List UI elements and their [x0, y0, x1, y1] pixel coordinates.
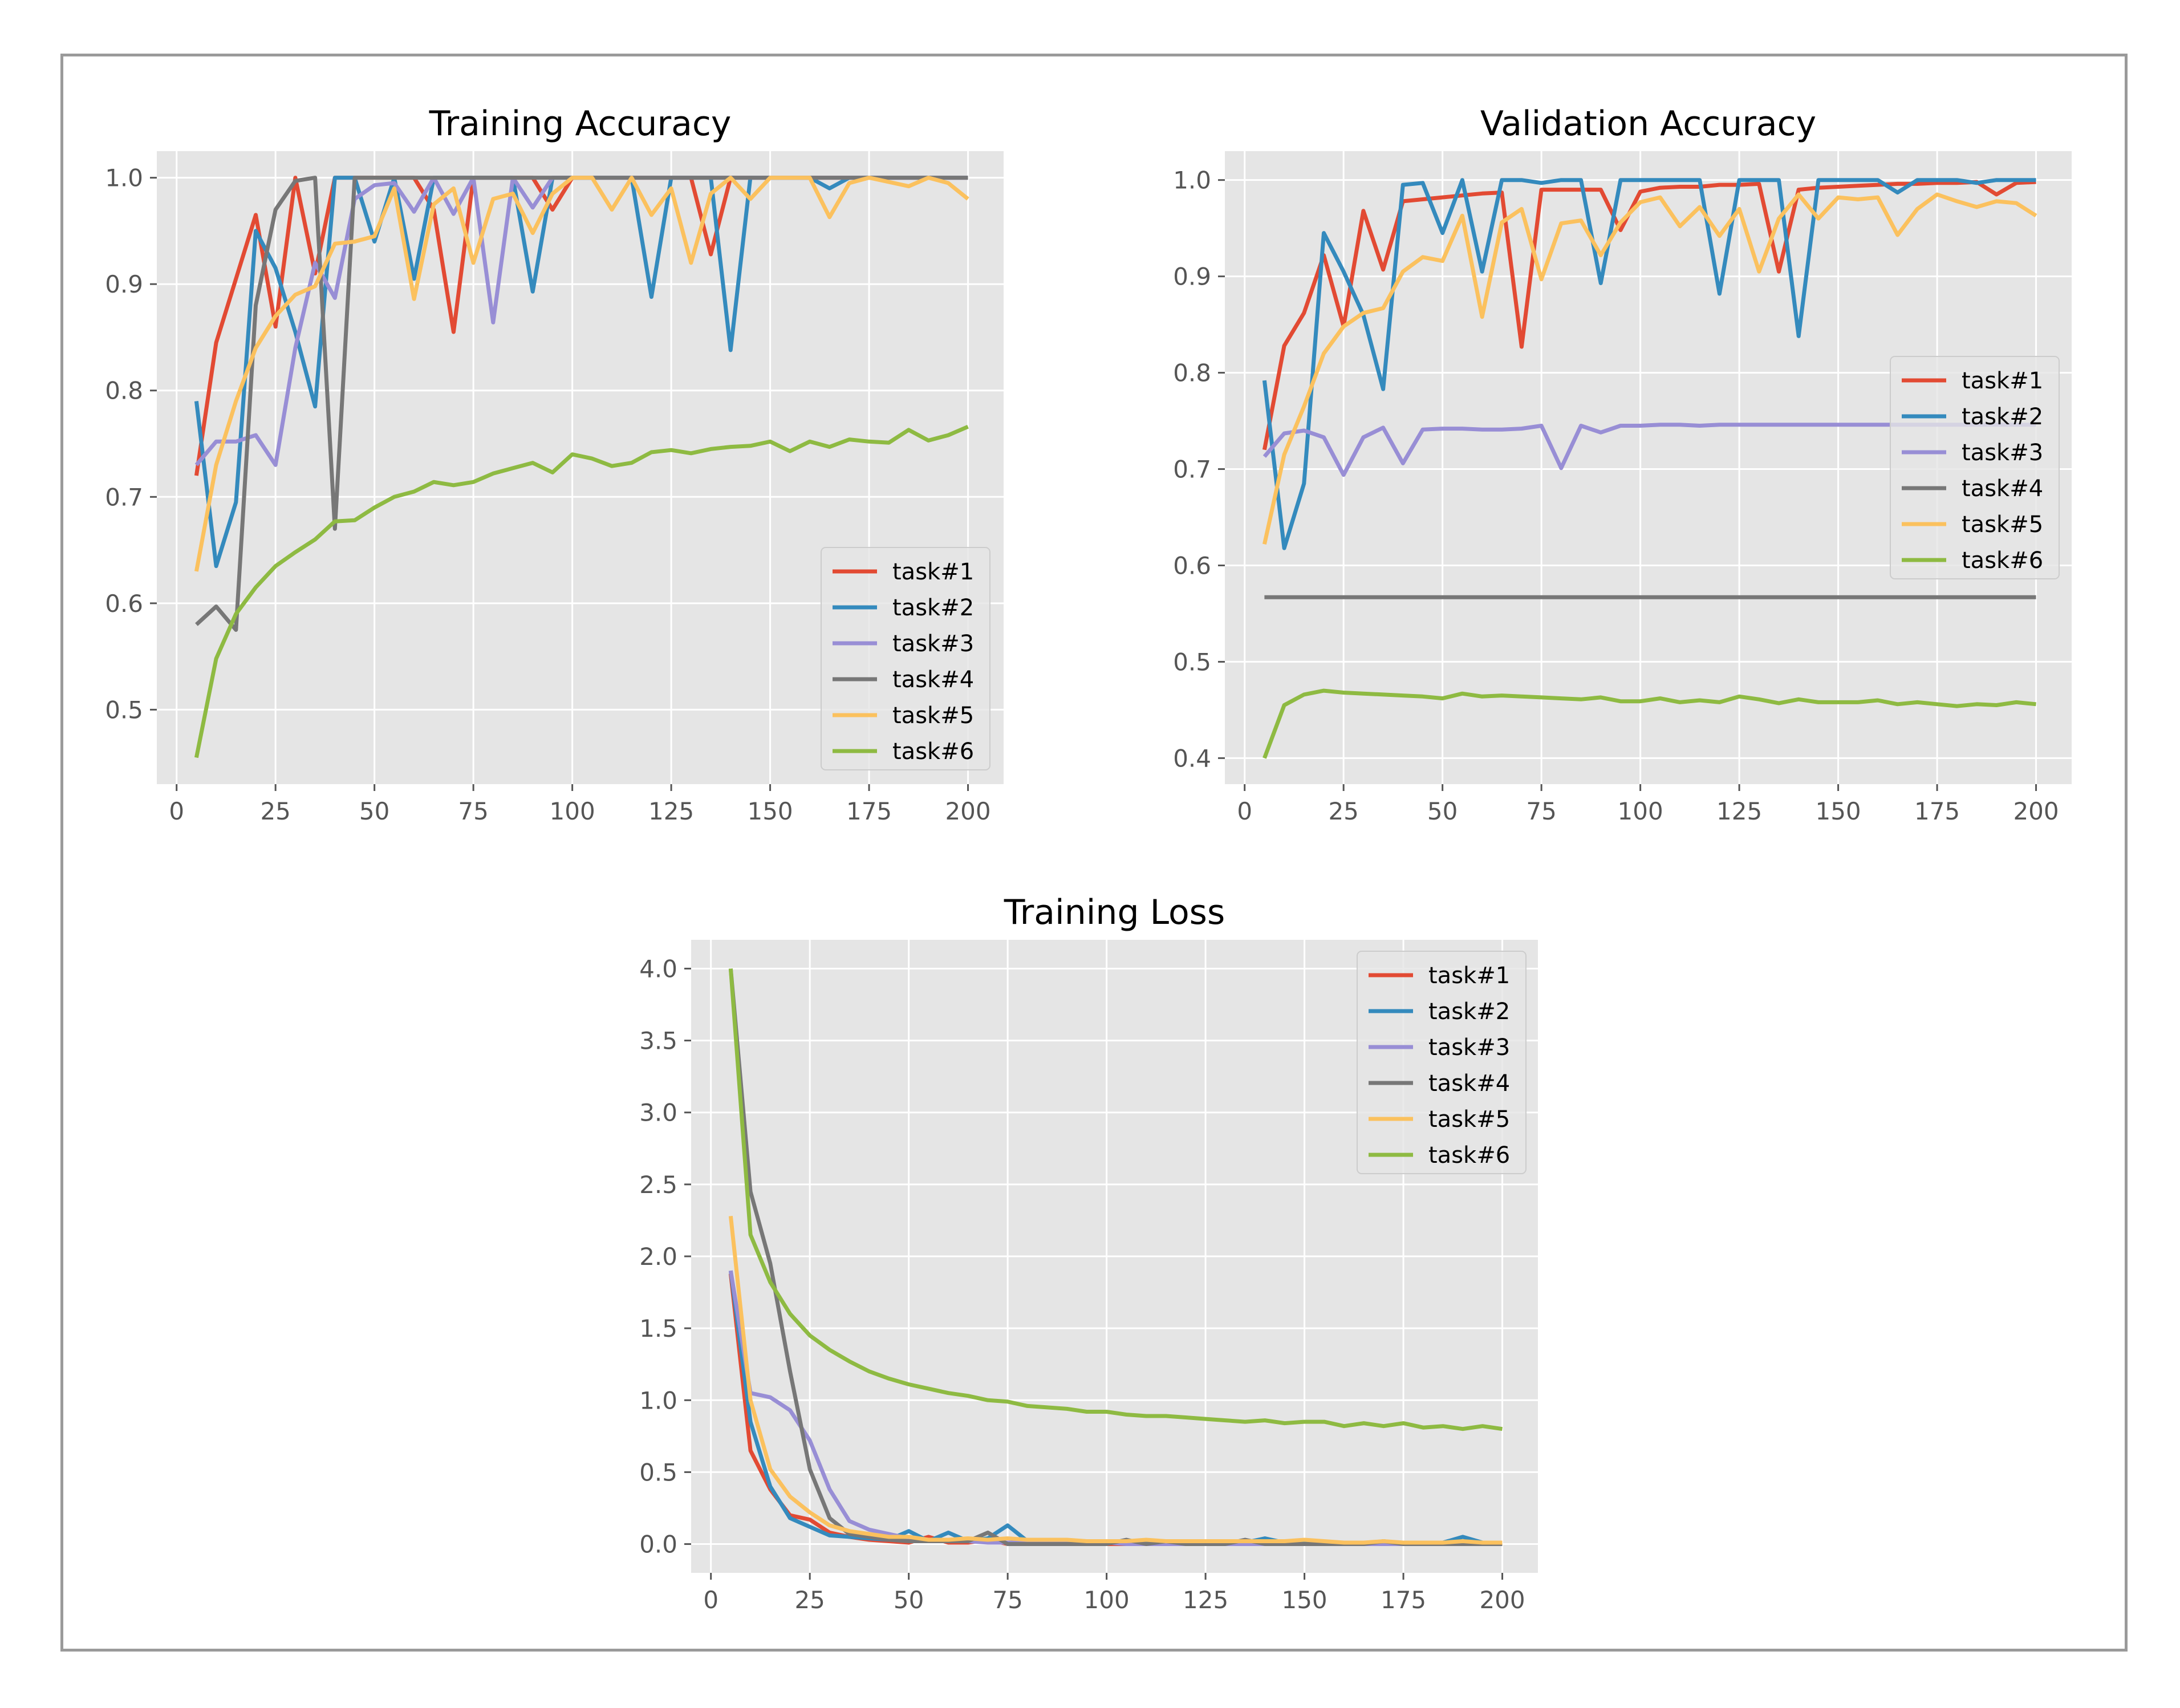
x-tick-label: 150 — [1281, 1586, 1327, 1614]
chart-title: Training Loss — [1004, 892, 1225, 932]
x-tick-label: 125 — [1716, 797, 1762, 825]
y-tick-label: 0.9 — [105, 270, 143, 298]
x-tick-label: 0 — [1237, 797, 1252, 825]
y-tick-label: 3.5 — [639, 1027, 677, 1055]
x-tick-label: 100 — [1084, 1586, 1130, 1614]
y-tick-label: 2.0 — [639, 1243, 677, 1271]
x-tick-label: 75 — [992, 1586, 1022, 1614]
y-tick-label: 2.5 — [639, 1171, 677, 1199]
y-tick-label: 0.4 — [1173, 744, 1211, 772]
legend-label: task#3 — [892, 631, 974, 657]
legend-label: task#1 — [1962, 368, 2043, 394]
x-tick-label: 125 — [648, 797, 694, 825]
legend-label: task#3 — [1428, 1034, 1510, 1061]
legend-label: task#2 — [1962, 404, 2043, 430]
y-tick-label: 0.8 — [105, 377, 143, 405]
series-line-task-5 — [1262, 192, 2037, 545]
legend: task#1 task#2 task#3 task#4 task#5 task#6 — [821, 547, 990, 770]
x-tick-label: 0 — [169, 797, 184, 825]
chart-2: 0 25 50 75 100 125 150 175 200 0.4 0.5 0.6 0.7 0.8 0.9… — [1173, 104, 2072, 825]
x-tick-label: 200 — [945, 797, 990, 825]
legend-label: task#5 — [1962, 512, 2043, 538]
legend: task#1 task#2 task#3 task#4 task#5 task#6 — [1890, 356, 2060, 579]
x-tick-label: 50 — [1427, 797, 1458, 825]
x-tick-label: 175 — [846, 797, 892, 825]
chart-1: 0 25 50 75 100 125 150 175 200 0.5 0.6 0.7 0.8 0.9 1.0… — [105, 104, 1004, 825]
legend-label: task#1 — [1428, 963, 1510, 989]
legend-label: task#5 — [892, 703, 974, 729]
legend-label: task#6 — [1962, 547, 2043, 574]
series-line-task-5 — [728, 1216, 1503, 1545]
legend-label: task#6 — [1428, 1142, 1510, 1169]
legend-label: task#2 — [1428, 999, 1510, 1025]
chart-title: Validation Accuracy — [1480, 104, 1816, 144]
y-tick-label: 0.8 — [1173, 359, 1211, 387]
chart-title: Training Accuracy — [429, 104, 732, 144]
x-tick-label: 175 — [1381, 1586, 1426, 1614]
y-tick-label: 0.5 — [639, 1458, 677, 1486]
legend-label: task#3 — [1962, 440, 2043, 466]
y-tick-label: 0.9 — [1173, 263, 1211, 291]
legend: task#1 task#2 task#3 task#4 task#5 task#6 — [1357, 951, 1527, 1174]
x-tick-label: 100 — [550, 797, 595, 825]
chart-3: 0 25 50 75 100 125 150 175 200 0.0 0.5 1.0 1.5 2.0 2.5… — [639, 892, 1538, 1614]
legend-label: task#2 — [892, 595, 974, 621]
x-tick-label: 25 — [1328, 797, 1358, 825]
legend-label: task#4 — [1962, 476, 2043, 502]
x-tick-label: 25 — [794, 1586, 825, 1614]
legend-label: task#5 — [1428, 1106, 1510, 1133]
y-tick-label: 1.0 — [1173, 167, 1211, 194]
x-tick-label: 200 — [1479, 1586, 1525, 1614]
y-tick-label: 0.7 — [105, 483, 143, 511]
y-tick-label: 0.7 — [1173, 456, 1211, 484]
x-tick-label: 175 — [1914, 797, 1960, 825]
series-line-task-5 — [194, 176, 969, 572]
y-tick-label: 0.6 — [105, 590, 143, 618]
y-tick-label: 3.0 — [639, 1099, 677, 1127]
legend-label: task#4 — [1428, 1070, 1510, 1097]
y-tick-label: 1.0 — [639, 1386, 677, 1414]
x-tick-label: 100 — [1618, 797, 1663, 825]
x-tick-label: 150 — [1815, 797, 1861, 825]
x-tick-label: 50 — [894, 1586, 924, 1614]
x-tick-label: 150 — [747, 797, 793, 825]
y-tick-label: 4.0 — [639, 955, 677, 983]
legend-label: task#6 — [892, 739, 974, 765]
x-tick-label: 75 — [458, 797, 488, 825]
legend-label: task#1 — [892, 559, 974, 585]
series-line-task-6 — [728, 968, 1503, 1431]
x-tick-label: 50 — [359, 797, 389, 825]
x-tick-label: 200 — [2013, 797, 2059, 825]
series-line-task-6 — [194, 424, 969, 758]
x-tick-label: 0 — [703, 1586, 718, 1614]
x-tick-label: 25 — [260, 797, 290, 825]
x-tick-label: 125 — [1183, 1586, 1228, 1614]
y-tick-label: 0.0 — [639, 1531, 677, 1559]
y-tick-label: 1.5 — [639, 1315, 677, 1342]
y-tick-label: 1.0 — [105, 164, 143, 192]
series-line-task-6 — [1262, 688, 2036, 759]
x-tick-label: 75 — [1526, 797, 1556, 825]
y-tick-label: 0.5 — [105, 696, 143, 724]
series-line-task-1 — [1262, 180, 2036, 451]
figure-frame — [60, 54, 2128, 1652]
y-tick-label: 0.5 — [1173, 648, 1211, 676]
y-tick-label: 0.6 — [1173, 551, 1211, 579]
legend-label: task#4 — [892, 667, 974, 693]
